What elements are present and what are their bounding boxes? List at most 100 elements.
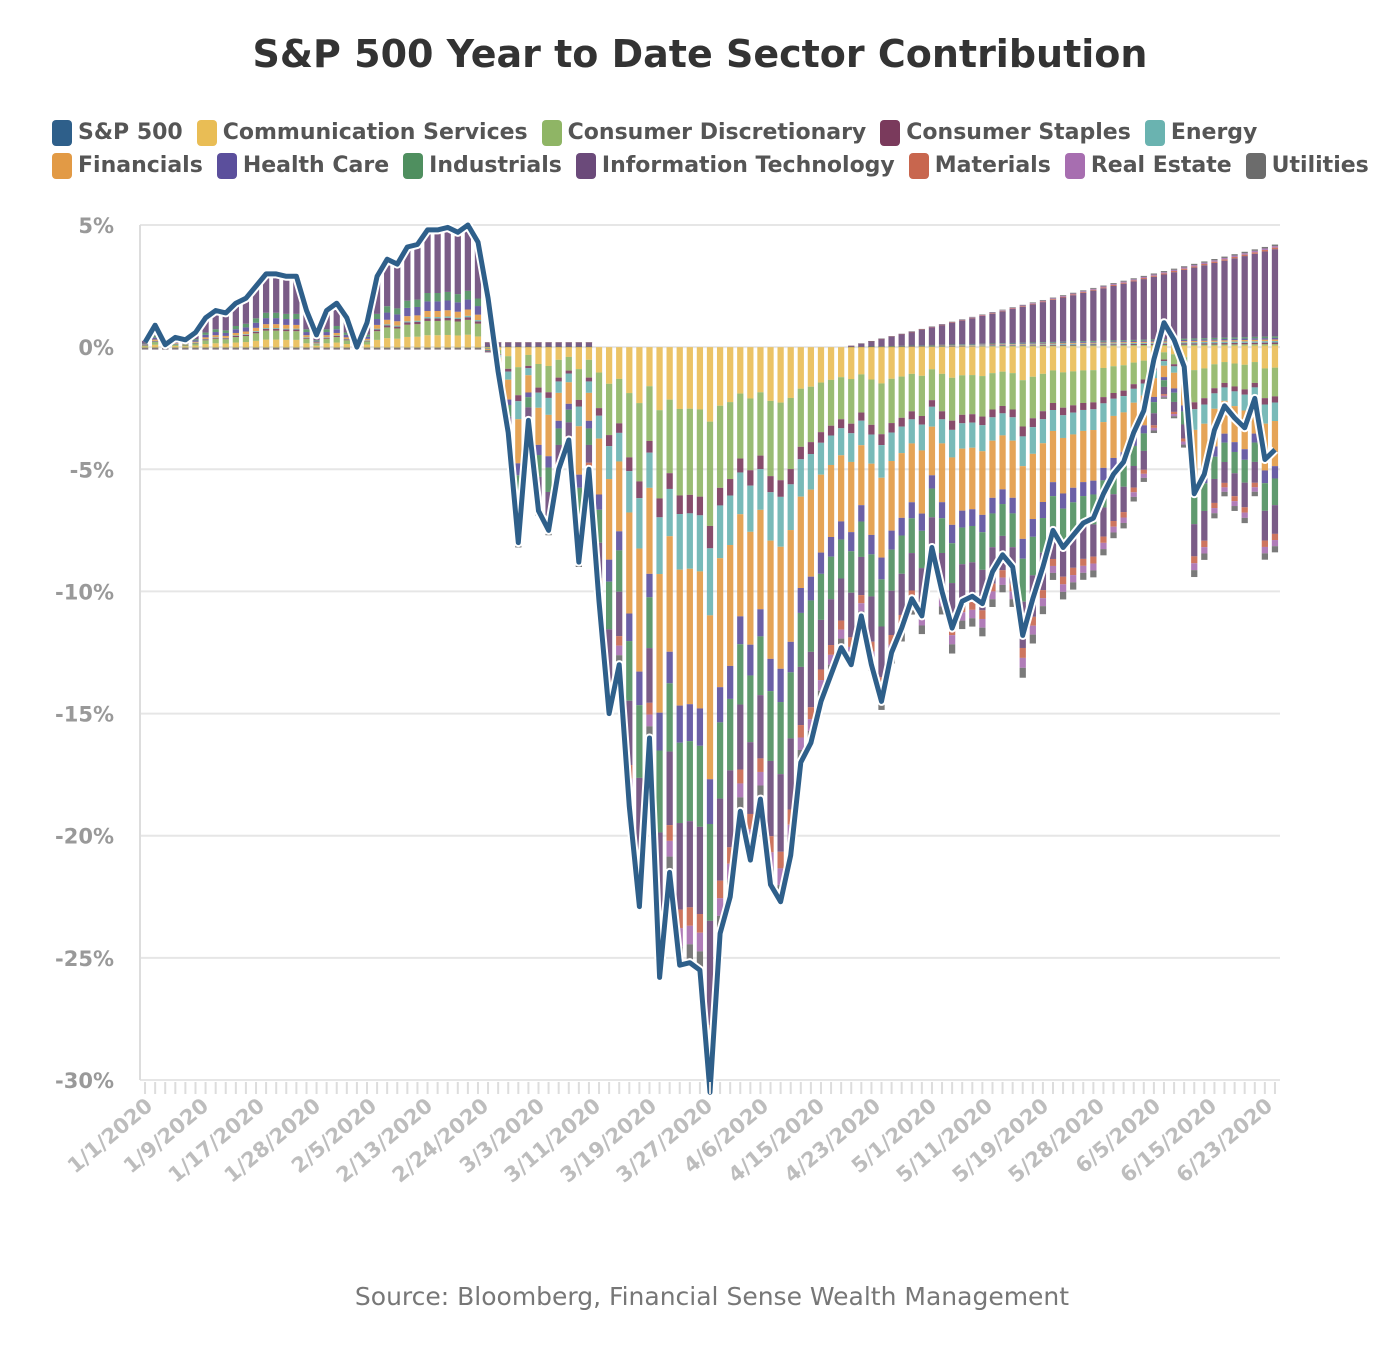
- sector-bar-segment: [797, 737, 804, 750]
- sector-bar-segment: [242, 331, 250, 335]
- sector-bar-segment: [605, 435, 613, 447]
- sector-bar-segment: [888, 461, 895, 531]
- sector-bar-segment: [252, 318, 260, 323]
- sector-bar-segment: [333, 348, 340, 349]
- sector-bar-segment: [1070, 533, 1077, 568]
- sector-bar-segment: [464, 229, 472, 291]
- sector-bar-segment: [545, 467, 552, 492]
- sector-bar-segment: [444, 334, 451, 348]
- sector-bar-segment: [817, 432, 825, 443]
- sector-bar-segment: [1181, 344, 1188, 346]
- sector-bar-segment: [757, 771, 764, 786]
- sector-bar-segment: [817, 619, 825, 670]
- sector-bar-segment: [948, 524, 956, 544]
- sector-bar-segment: [212, 332, 219, 336]
- sector-bar-segment: [1221, 491, 1228, 497]
- sector-bar-segment: [232, 332, 239, 336]
- legend-item: Health Care: [216, 152, 389, 179]
- legend-item: Information Technology: [575, 152, 895, 179]
- sector-bar-segment: [999, 405, 1006, 414]
- legend-swatch: [196, 119, 217, 146]
- sector-bar-segment: [1150, 425, 1158, 428]
- sector-bar-segment: [1049, 341, 1057, 343]
- sector-bar-segment: [1120, 522, 1127, 529]
- sector-bar-segment: [959, 345, 966, 347]
- sector-bar-segment: [313, 345, 320, 348]
- sector-bar-segment: [464, 290, 472, 300]
- sector-bar-segment: [827, 556, 835, 600]
- sector-bar-segment: [192, 347, 199, 349]
- sector-bar-segment: [525, 346, 532, 348]
- sector-bar-segment: [1150, 276, 1158, 340]
- sector-bar-segment: [858, 420, 865, 446]
- sector-bar-segment: [1070, 341, 1077, 343]
- sector-bar-segment: [363, 341, 371, 345]
- legend-label: Consumer Staples: [906, 120, 1131, 145]
- sector-bar-segment: [948, 644, 956, 654]
- sector-bar-segment: [1130, 362, 1137, 385]
- sector-bar-segment: [1029, 344, 1036, 346]
- sector-bar-segment: [696, 914, 704, 933]
- sector-bar-segment: [1251, 482, 1258, 488]
- sector-bar-segment: [343, 339, 350, 341]
- sector-bar-segment: [1019, 426, 1026, 437]
- sector-bar-segment: [202, 349, 209, 350]
- sector-bar-segment: [1261, 540, 1268, 547]
- sector-bar-segment: [1059, 295, 1067, 296]
- sector-bar-segment: [1140, 342, 1147, 344]
- sector-bar-segment: [1009, 347, 1016, 374]
- sector-bar-segment: [1231, 363, 1238, 387]
- sector-bar-segment: [232, 325, 239, 330]
- sector-bar-segment: [404, 348, 411, 350]
- sector-bar-segment: [1231, 341, 1238, 343]
- sector-bar-segment: [817, 347, 825, 383]
- sector-bar-segment: [1261, 347, 1268, 369]
- sector-bar-segment: [1261, 336, 1268, 339]
- sector-bar-segment: [979, 416, 986, 426]
- sector-bar-segment: [1100, 342, 1107, 344]
- sector-bar-segment: [616, 423, 623, 433]
- sector-bar-segment: [969, 318, 976, 344]
- sector-bar-segment: [444, 310, 451, 317]
- sector-bar-segment: [1130, 445, 1137, 466]
- sector-bar-segment: [1090, 288, 1097, 290]
- sector-bar-segment: [1080, 526, 1087, 559]
- sector-bar-segment: [293, 348, 300, 350]
- sector-bar-segment: [1120, 486, 1127, 513]
- sector-bar-segment: [1191, 342, 1198, 344]
- sector-bar-segment: [1009, 497, 1016, 514]
- sector-bar-segment: [152, 341, 159, 345]
- sector-bar-segment: [262, 330, 270, 340]
- sector-bar-segment: [1070, 567, 1077, 576]
- sector-bar-segment: [1090, 344, 1097, 346]
- sector-bar-segment: [676, 514, 683, 570]
- sector-bar-segment: [1070, 295, 1077, 342]
- sector-bar-segment: [959, 344, 966, 345]
- sector-bar-segment: [1160, 342, 1168, 344]
- sector-bar-segment: [1140, 343, 1147, 346]
- sector-bar-segment: [484, 346, 492, 348]
- sector-bar-segment: [1271, 396, 1279, 403]
- sector-bar-segment: [1150, 413, 1158, 426]
- sector-bar-segment: [1241, 449, 1248, 460]
- sector-bar-segment: [1110, 347, 1117, 367]
- sector-bar-segment: [1059, 584, 1067, 592]
- sector-bar-segment: [313, 340, 320, 342]
- sector-bar-segment: [898, 376, 905, 418]
- sector-bar-segment: [535, 342, 542, 347]
- sector-bar-segment: [959, 345, 966, 346]
- sector-bar-segment: [414, 306, 421, 316]
- sector-bar-segment: [676, 823, 683, 910]
- sector-bar-segment: [333, 348, 340, 350]
- sector-bar-segment: [1140, 276, 1147, 279]
- sector-bar-segment: [273, 348, 280, 349]
- sector-bar-segment: [918, 513, 925, 531]
- sector-bar-segment: [172, 343, 179, 345]
- legend-label: Energy: [1170, 120, 1258, 145]
- sector-bar-segment: [474, 348, 482, 350]
- sector-bar-segment: [1039, 419, 1047, 444]
- sector-bar-segment: [373, 349, 381, 350]
- sector-bar-segment: [343, 348, 350, 349]
- sector-bar-segment: [293, 349, 300, 350]
- sector-bar-segment: [757, 392, 764, 456]
